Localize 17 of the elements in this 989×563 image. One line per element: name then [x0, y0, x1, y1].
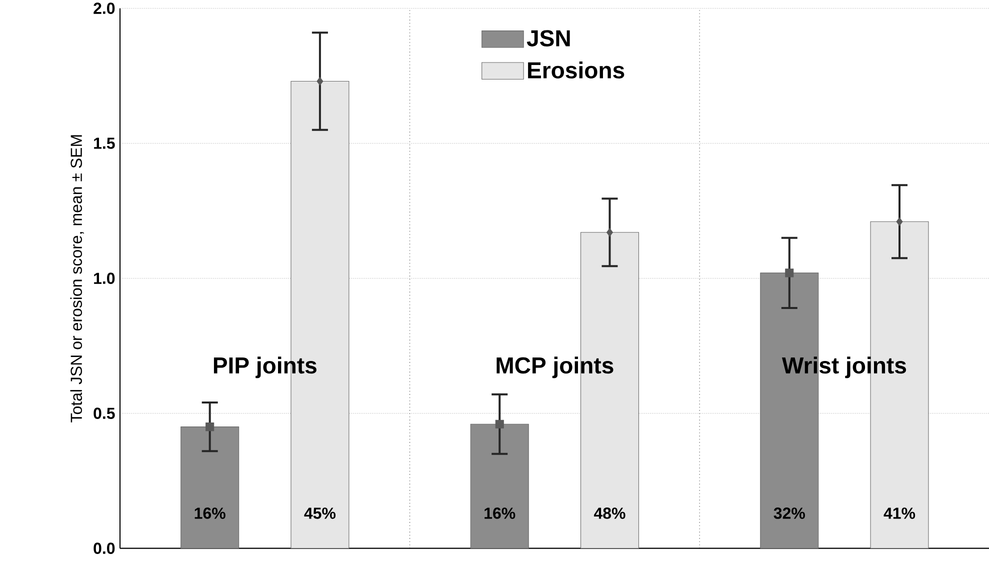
y-tick-label: 1.0 — [94, 272, 115, 284]
annotation: 16% — [484, 508, 516, 519]
annotation: 48% — [594, 508, 626, 519]
legend-label: JSN — [526, 30, 570, 46]
annotation: 16% — [194, 508, 226, 519]
y-axis-title: Total JSN or erosion score, mean ± SEM — [70, 135, 84, 422]
y-tick-label: 1.5 — [94, 138, 115, 149]
bar — [470, 424, 529, 549]
bar — [180, 426, 240, 549]
annotation: 32% — [774, 508, 805, 519]
x-tick-label: PIP joints — [214, 356, 316, 378]
y-tick-label: 2.0 — [94, 2, 115, 14]
y-tick-label: 0.5 — [94, 408, 115, 419]
legend-label: Erosions — [528, 62, 624, 78]
y-tick-label: 0.0 — [94, 542, 115, 554]
annotation: 45% — [304, 508, 336, 519]
annotation: 41% — [884, 508, 916, 519]
